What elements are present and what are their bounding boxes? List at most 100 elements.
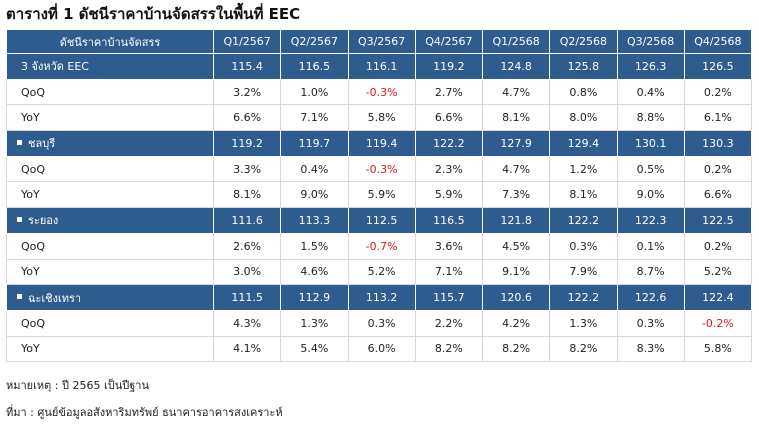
- change-cell: 1.3%: [549, 309, 618, 337]
- change-cell-text: -0.2%: [701, 316, 734, 330]
- change-cell: 7.1%: [280, 104, 349, 132]
- change-cell: 0.1%: [616, 232, 685, 260]
- header-cell-text: Q4/2567: [425, 35, 473, 48]
- change-cell: 8.1%: [549, 181, 618, 209]
- index-cell-text: 119.7: [298, 136, 331, 150]
- change-cell-text: 5.8%: [703, 342, 732, 356]
- change-cell-text: 2.7%: [434, 85, 463, 99]
- header-cell-text: Q2/2567: [290, 35, 339, 48]
- row-label: YoY: [6, 104, 214, 132]
- change-cell: 5.4%: [280, 335, 349, 363]
- index-cell: 112.9: [280, 284, 349, 311]
- change-cell-text: 2.3%: [434, 162, 463, 176]
- group-row: ระยอง 111.6 113.3 112.5 116.5 121.8 122.2 122.3…: [6, 207, 753, 234]
- index-cell: 125.8: [549, 53, 618, 80]
- change-cell-text: 6.6%: [233, 111, 262, 125]
- change-cell-text: 4.7%: [502, 85, 531, 99]
- index-cell-text: 113.3: [298, 213, 331, 227]
- change-cell: 6.6%: [414, 104, 484, 132]
- index-cell-text: 122.3: [634, 213, 667, 227]
- index-cell: 120.6: [481, 284, 551, 311]
- index-cell: 122.2: [414, 130, 484, 157]
- change-cell-text: 3.2%: [233, 85, 262, 99]
- header-cell: Q4/2567: [414, 29, 484, 54]
- index-cell-text: 126.5: [702, 59, 734, 73]
- change-cell: 1.5%: [280, 232, 349, 260]
- index-cell-text: 122.2: [567, 291, 600, 305]
- change-row: QoQ 4.3% 1.3% 0.3% 2.2% 4.2% 1.3% 0.3% -0.2%: [6, 309, 753, 337]
- change-cell-text: 8.7%: [636, 265, 665, 279]
- index-cell-text: 116.1: [365, 59, 398, 73]
- change-row: YoY 6.6% 7.1% 5.8% 6.6% 8.1% 8.0% 8.8% 6.1%: [6, 104, 753, 132]
- change-cell-text: 0.5%: [636, 162, 665, 176]
- change-cell-text: 4.6%: [300, 265, 329, 279]
- change-cell: -0.7%: [347, 232, 416, 260]
- change-cell-text: 8.0%: [569, 111, 598, 125]
- change-cell: 4.6%: [280, 258, 349, 286]
- row-label-text: YoY: [21, 342, 40, 356]
- change-cell-text: 0.2%: [703, 239, 732, 253]
- change-row: QoQ 2.6% 1.5% -0.7% 3.6% 4.5% 0.3% 0.1% 0.2%: [6, 232, 753, 260]
- change-cell-text: 8.8%: [636, 111, 665, 125]
- change-cell-text: 8.1%: [569, 188, 598, 202]
- note: หมายเหตุ : ปี 2565 เป็นปีฐาน: [6, 379, 149, 392]
- change-cell: 7.1%: [414, 258, 484, 286]
- change-cell-text: 2.2%: [434, 316, 463, 330]
- index-cell-text: 129.4: [567, 136, 600, 150]
- change-cell-text: 0.1%: [636, 239, 665, 253]
- row-label: YoY: [6, 181, 214, 209]
- bullet: [17, 216, 22, 222]
- change-cell-text: 1.3%: [569, 316, 598, 330]
- change-cell-text: 0.8%: [569, 85, 598, 99]
- change-cell-text: 8.1%: [233, 188, 262, 202]
- change-cell-text: 0.4%: [300, 162, 329, 176]
- index-cell: 112.5: [347, 207, 416, 234]
- change-cell-text: 3.0%: [233, 265, 262, 279]
- change-cell: 8.2%: [481, 335, 551, 363]
- change-cell-text: 6.6%: [703, 188, 732, 202]
- change-cell-text: 5.9%: [434, 188, 463, 202]
- change-cell-text: 7.9%: [569, 265, 598, 279]
- group-name-text: ระยอง: [28, 214, 59, 228]
- source: ที่มา : ศูนย์ข้อมูลอสังหาริมทรัพย์ ธนาคา…: [6, 406, 283, 419]
- change-cell: 6.0%: [347, 335, 416, 363]
- change-cell: -0.2%: [683, 309, 753, 337]
- index-cell-text: 119.2: [433, 59, 465, 73]
- header-cell: Q4/2568: [683, 29, 753, 54]
- change-cell: 4.5%: [481, 232, 551, 260]
- index-table: ดัชนีราคาบ้านจัดสรร Q1/2567 Q2/2567 Q3/2567…: [6, 29, 753, 363]
- change-cell: 4.2%: [481, 309, 551, 337]
- header-cell-text: Q2/2568: [559, 35, 608, 48]
- change-cell-text: -0.7%: [365, 239, 398, 253]
- change-cell: 8.7%: [616, 258, 685, 286]
- change-cell: 2.3%: [414, 155, 484, 183]
- index-cell: 113.2: [347, 284, 416, 311]
- change-cell: 2.6%: [212, 232, 282, 260]
- change-cell-text: 7.3%: [502, 188, 531, 202]
- change-cell-text: 0.3%: [636, 316, 665, 330]
- change-cell: 4.3%: [212, 309, 282, 337]
- header-cell: ดัชนีราคาบ้านจัดสรร: [6, 29, 214, 54]
- change-cell: 5.8%: [683, 335, 753, 363]
- header-cell-text: Q4/2568: [694, 35, 742, 48]
- index-cell-text: 113.2: [365, 291, 398, 305]
- change-cell-text: 5.4%: [300, 342, 329, 356]
- index-cell-text: 126.3: [634, 59, 667, 73]
- index-cell: 126.3: [616, 53, 685, 80]
- change-cell: 5.9%: [414, 181, 484, 209]
- change-cell: 7.9%: [549, 258, 618, 286]
- row-label-text: QoQ: [21, 85, 46, 99]
- change-cell: 6.6%: [212, 104, 282, 132]
- change-cell-text: 5.2%: [367, 265, 396, 279]
- change-row: YoY 8.1% 9.0% 5.9% 5.9% 7.3% 8.1% 9.0% 6.6%: [6, 181, 753, 209]
- change-cell: 8.2%: [414, 335, 484, 363]
- group-name: ระยอง: [6, 207, 214, 234]
- change-cell: 3.2%: [212, 78, 282, 106]
- change-cell: 0.4%: [616, 78, 685, 106]
- row-label: QoQ: [6, 78, 214, 106]
- change-cell: 0.3%: [616, 309, 685, 337]
- change-cell-text: 8.2%: [569, 342, 598, 356]
- index-cell-text: 120.6: [500, 291, 532, 305]
- change-cell-text: 0.3%: [569, 239, 598, 253]
- index-cell: 115.7: [414, 284, 484, 311]
